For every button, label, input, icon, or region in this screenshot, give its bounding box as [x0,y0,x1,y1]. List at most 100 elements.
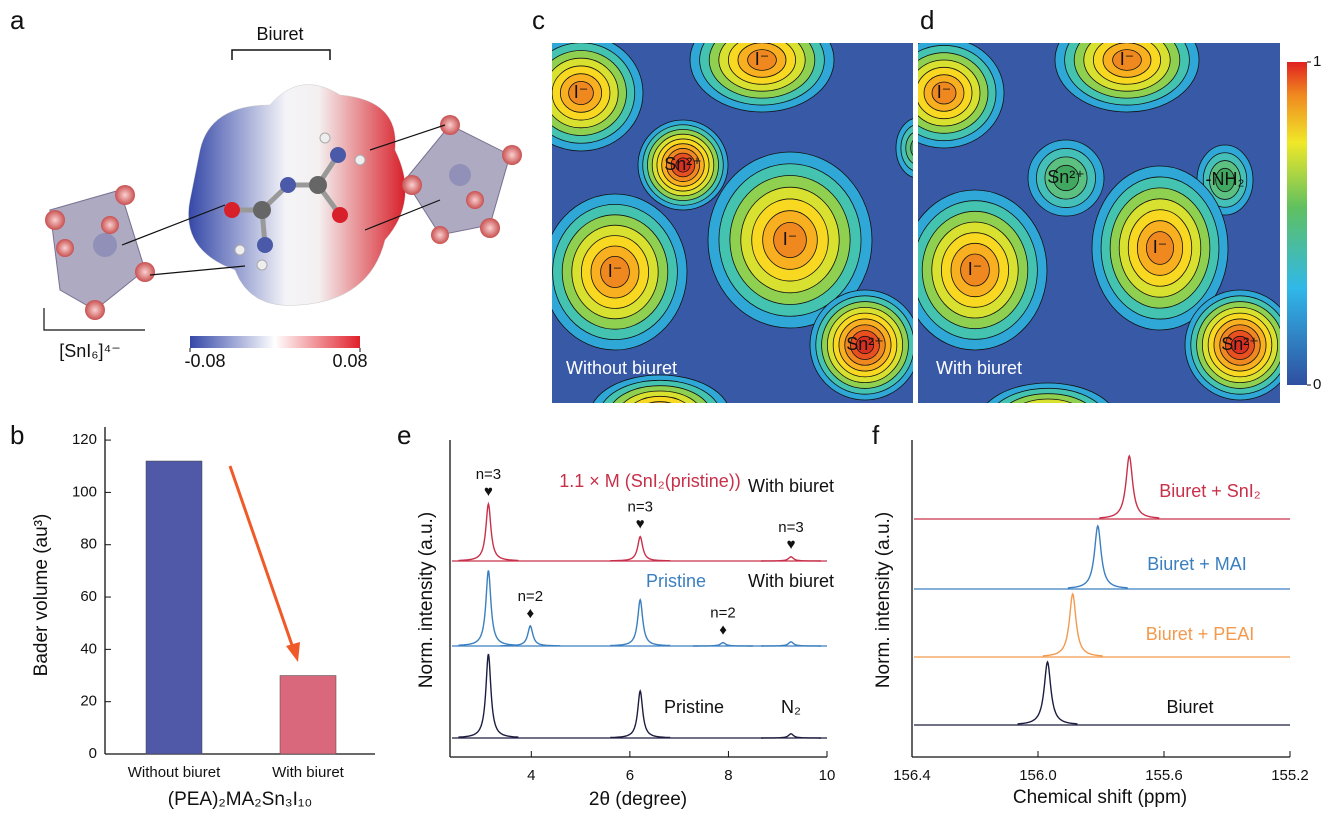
series-label: Biuret [1166,697,1213,717]
colorbar [1287,62,1307,385]
x-tick-label: 155.6 [1145,767,1183,784]
site-label: Sn²⁺ [664,154,702,174]
x-axis-label: 2θ (degree) [589,789,687,810]
site-label: I⁻ [608,261,623,281]
y-axis-label: Norm. intensity (a.u.) [416,512,437,688]
contour [1210,427,1266,455]
site-label: I⁻ [574,82,589,102]
contour [1226,435,1250,447]
peak [1068,526,1128,588]
contour [832,429,872,449]
annotation-symbol: ♥ [484,483,493,500]
molecule-label: Biuret [256,24,303,44]
contour [1006,399,1090,447]
series-condition: With biuret [748,476,834,496]
y-tick-label: 20 [80,693,97,710]
site-label: Sn²⁺ [1221,334,1259,354]
peak [500,626,560,646]
contour [1194,419,1282,463]
contour [800,413,904,465]
colorbar-label: -0.08 [184,351,225,371]
figure: a b c d e f Biuret [SnI₆]⁴⁻ Without biur… [0,0,1323,815]
y-tick-label: 40 [80,640,97,657]
colorbar-label: 1 [1313,53,1321,70]
panel-label: c [532,5,545,35]
contour [808,417,896,461]
colorbar-label: 0.08 [332,351,367,371]
site-label: -NH₂ [1206,169,1245,189]
y-axis-label: Norm. intensity (a.u.) [873,512,894,688]
x-tick-label: 10 [819,767,836,784]
panel-label: a [10,5,25,35]
x-tick-label: 156.0 [1019,767,1057,784]
annotation-label: n=3 [778,519,803,536]
x-tick-label: Without biuret [128,764,221,781]
y-axis-label: Bader volume (au³) [31,514,52,677]
x-tick-label: 155.2 [1271,767,1309,784]
series-label: Biuret + MAI [1147,554,1247,574]
map-caption: With biuret [936,358,1022,378]
peak [458,504,518,561]
site-label: I⁻ [783,229,798,249]
site-label: I⁻ [1120,49,1135,69]
contour [1034,415,1062,431]
site-label: I⁻ [937,82,952,102]
annotation-label: n=3 [627,499,652,516]
x-tick-label: With biuret [272,764,345,781]
y-tick-label: 80 [80,536,97,553]
panel-label: e [397,420,411,450]
annotation-label: n=2 [710,605,735,622]
peak [458,570,518,645]
octahedron-label: [SnI₆]⁴⁻ [59,341,121,361]
x-tick-label: 156.4 [893,767,931,784]
annotation-label: n=3 [476,466,501,483]
series-label: Biuret + PEAI [1146,624,1255,644]
site-label: I⁻ [755,49,770,69]
contour [840,433,864,445]
series-label: 1.1 × M (SnI₂(pristine)) [559,471,741,491]
site-label: Sn²⁺ [1047,167,1085,187]
series-condition: With biuret [748,571,834,591]
colorbar-label: 0 [1313,376,1321,393]
peak [610,600,670,646]
molecule-illustration [44,50,522,348]
contour [637,402,684,429]
peak [1099,456,1159,518]
x-tick-label: 4 [527,767,535,784]
annotation-symbol: ♦ [719,622,727,639]
y-tick-label: 100 [72,483,97,500]
annotation-symbol: ♦ [527,605,535,622]
y-tick-label: 0 [89,745,97,762]
bar [146,461,202,754]
trend-arrow [230,466,300,662]
peak [1043,594,1103,656]
contour [1025,410,1072,437]
peak [1018,662,1078,724]
annotation-symbol: ♥ [787,536,796,553]
panel-label: d [920,5,934,35]
y-tick-label: 120 [72,431,97,448]
annotation-label: n=2 [518,588,543,605]
x-axis-label: Chemical shift (ppm) [1013,787,1187,808]
peak [610,537,670,561]
contour [1178,411,1298,471]
panel-label: b [10,420,24,450]
series-label: Pristine [664,697,724,717]
x-axis-label: (PEA)₂MA₂Sn₃I₁₀ [168,789,312,810]
contour [1186,415,1290,467]
series-label: Pristine [646,571,706,591]
peak [610,691,670,738]
annotation-symbol: ♥ [636,516,645,533]
map-caption: Without biuret [566,358,677,378]
site-label: I⁻ [1153,237,1168,257]
bar [280,676,336,754]
contour [1202,423,1274,459]
x-tick-label: 6 [626,767,634,784]
peak [458,654,518,737]
site-label: I⁻ [968,259,983,279]
contour [646,407,674,423]
series-condition: N₂ [781,697,801,717]
y-tick-label: 60 [80,588,97,605]
contour [1218,431,1258,451]
series-label: Biuret + SnI₂ [1159,481,1261,501]
